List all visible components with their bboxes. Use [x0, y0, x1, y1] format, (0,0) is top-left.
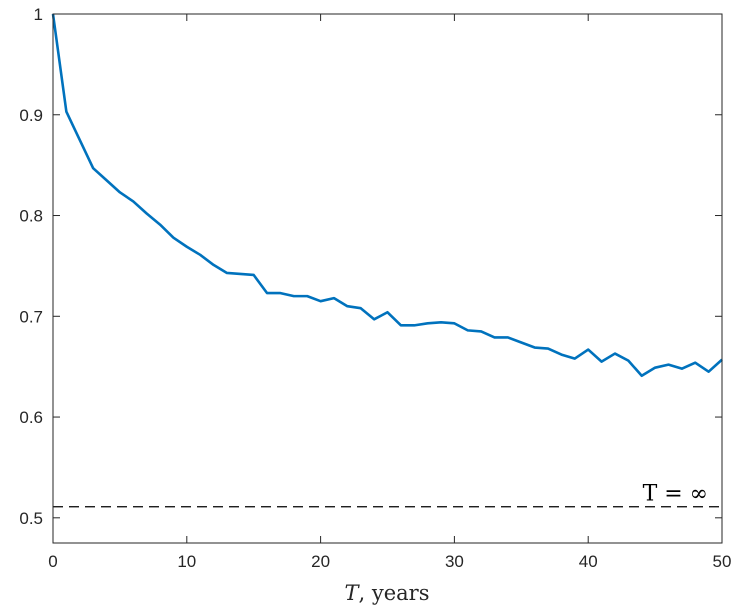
x-tick-labels: 0 10 20 30 40 50 — [48, 552, 731, 571]
x-tick-label: 50 — [713, 552, 732, 571]
y-tick-label: 0.5 — [19, 509, 43, 528]
y-tick-label: 0.6 — [19, 408, 43, 427]
x-tick-label: 40 — [579, 552, 598, 571]
x-tick-label: 0 — [48, 552, 57, 571]
y-tick-label: 0.9 — [19, 106, 43, 125]
series-line-1 — [51, 13, 723, 378]
x-tick-label: 30 — [445, 552, 464, 571]
x-axis-label-unit: , years — [359, 581, 430, 605]
reference-line-label: T = ∞ — [643, 482, 708, 507]
x-tick-label: 20 — [311, 552, 330, 571]
plot-area — [53, 14, 722, 543]
x-axis-label-variable: T — [345, 581, 361, 605]
y-tick-labels: 0.5 0.6 0.7 0.8 0.9 1 — [19, 5, 43, 528]
x-axis-label: T, years — [345, 581, 430, 605]
ticks-group — [52, 13, 723, 543]
y-tick-label: 0.8 — [19, 207, 43, 226]
series-group — [51, 13, 723, 378]
plot-frame — [52, 13, 723, 544]
y-tick-label: 1 — [34, 5, 43, 24]
x-tick-label: 10 — [177, 552, 196, 571]
y-tick-label: 0.7 — [19, 307, 43, 326]
